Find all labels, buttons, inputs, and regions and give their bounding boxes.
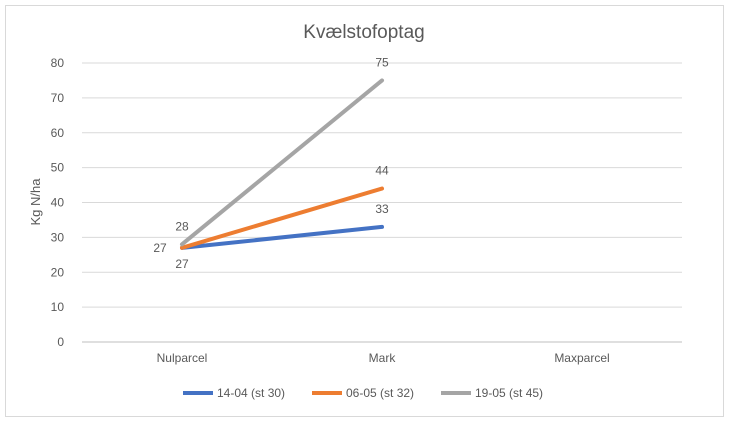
data-label: 44: [375, 164, 389, 178]
y-tick-label: 30: [51, 230, 65, 244]
y-tick-label: 0: [57, 335, 64, 349]
data-label: 28: [175, 219, 189, 233]
y-tick-label: 80: [51, 56, 65, 70]
data-label: 27: [153, 241, 167, 255]
data-label: 33: [375, 202, 389, 216]
x-tick-label: Nulparcel: [157, 351, 208, 365]
series-line: [180, 78, 384, 247]
legend-label: 14-04 (st 30): [217, 386, 285, 400]
y-tick-label: 20: [51, 265, 65, 279]
x-tick-label: Maxparcel: [554, 351, 609, 365]
series-line: [180, 224, 384, 250]
x-tick-label: Mark: [369, 351, 397, 365]
chart-title: Kvælstofoptag: [303, 22, 424, 43]
y-tick-label: 10: [51, 300, 65, 314]
y-tick-label: 50: [51, 161, 65, 175]
y-tick-label: 40: [51, 196, 65, 210]
data-label: 75: [375, 55, 389, 69]
y-axis-label: Kg N/ha: [28, 178, 43, 226]
y-tick-label: 60: [51, 126, 65, 140]
legend-label: 19-05 (st 45): [475, 386, 543, 400]
data-label: 27: [175, 257, 189, 271]
y-tick-label: 70: [51, 91, 65, 105]
legend-label: 06-05 (st 32): [346, 386, 414, 400]
chart-border: [5, 5, 724, 417]
series-line: [180, 186, 384, 250]
